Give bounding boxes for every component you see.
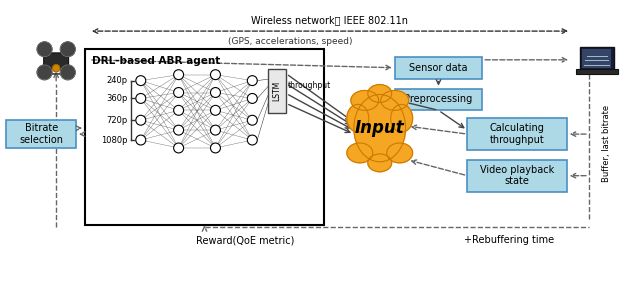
- Circle shape: [211, 105, 220, 115]
- Text: 360p: 360p: [106, 94, 128, 103]
- Ellipse shape: [347, 104, 369, 132]
- FancyBboxPatch shape: [467, 118, 567, 150]
- Circle shape: [211, 70, 220, 79]
- Circle shape: [247, 115, 257, 125]
- Text: (GPS, accelerations, speed): (GPS, accelerations, speed): [228, 37, 353, 46]
- Text: Wireless network： IEEE 802.11n: Wireless network： IEEE 802.11n: [252, 15, 408, 25]
- Circle shape: [52, 65, 60, 72]
- Circle shape: [173, 143, 184, 153]
- Text: throughput: throughput: [288, 81, 332, 90]
- Ellipse shape: [387, 143, 413, 163]
- FancyBboxPatch shape: [575, 69, 618, 74]
- FancyBboxPatch shape: [395, 57, 483, 79]
- Text: LSTM: LSTM: [273, 81, 282, 101]
- FancyBboxPatch shape: [395, 88, 483, 110]
- FancyBboxPatch shape: [85, 49, 324, 225]
- FancyBboxPatch shape: [467, 160, 567, 192]
- Ellipse shape: [351, 90, 379, 110]
- Ellipse shape: [347, 143, 372, 163]
- Circle shape: [136, 135, 146, 145]
- FancyBboxPatch shape: [6, 120, 76, 148]
- Circle shape: [136, 115, 146, 125]
- Ellipse shape: [354, 94, 406, 162]
- Circle shape: [173, 105, 184, 115]
- Text: Video playback
state: Video playback state: [480, 165, 554, 187]
- Text: Preprocessing: Preprocessing: [404, 94, 472, 105]
- Text: Calculating
throughput: Calculating throughput: [490, 123, 545, 145]
- Text: Reward(QoE metric): Reward(QoE metric): [196, 235, 294, 245]
- Ellipse shape: [368, 85, 392, 103]
- Circle shape: [37, 65, 52, 80]
- Circle shape: [211, 125, 220, 135]
- Text: Input: Input: [355, 119, 404, 137]
- Circle shape: [60, 42, 76, 57]
- Circle shape: [173, 125, 184, 135]
- Text: 720p: 720p: [107, 116, 128, 125]
- Circle shape: [247, 135, 257, 145]
- FancyBboxPatch shape: [582, 49, 611, 68]
- Circle shape: [136, 94, 146, 103]
- Circle shape: [136, 76, 146, 86]
- Text: Sensor data: Sensor data: [409, 63, 468, 73]
- Ellipse shape: [381, 90, 408, 110]
- Circle shape: [247, 76, 257, 86]
- Circle shape: [173, 88, 184, 97]
- Text: 1080p: 1080p: [101, 136, 128, 145]
- Ellipse shape: [390, 104, 413, 132]
- Circle shape: [247, 94, 257, 103]
- Text: +Rebuffering time: +Rebuffering time: [464, 235, 554, 245]
- Text: DRL-based ABR agent: DRL-based ABR agent: [92, 56, 220, 66]
- Text: Buffer, last bitrate: Buffer, last bitrate: [602, 105, 611, 181]
- Circle shape: [211, 143, 220, 153]
- Text: 240p: 240p: [107, 76, 128, 85]
- Circle shape: [173, 70, 184, 79]
- FancyBboxPatch shape: [268, 69, 286, 113]
- Ellipse shape: [368, 154, 392, 172]
- Text: Bitrate
selection: Bitrate selection: [19, 123, 63, 145]
- FancyBboxPatch shape: [44, 53, 68, 69]
- Circle shape: [60, 65, 76, 80]
- Circle shape: [211, 88, 220, 97]
- FancyBboxPatch shape: [580, 47, 614, 71]
- Circle shape: [37, 42, 52, 57]
